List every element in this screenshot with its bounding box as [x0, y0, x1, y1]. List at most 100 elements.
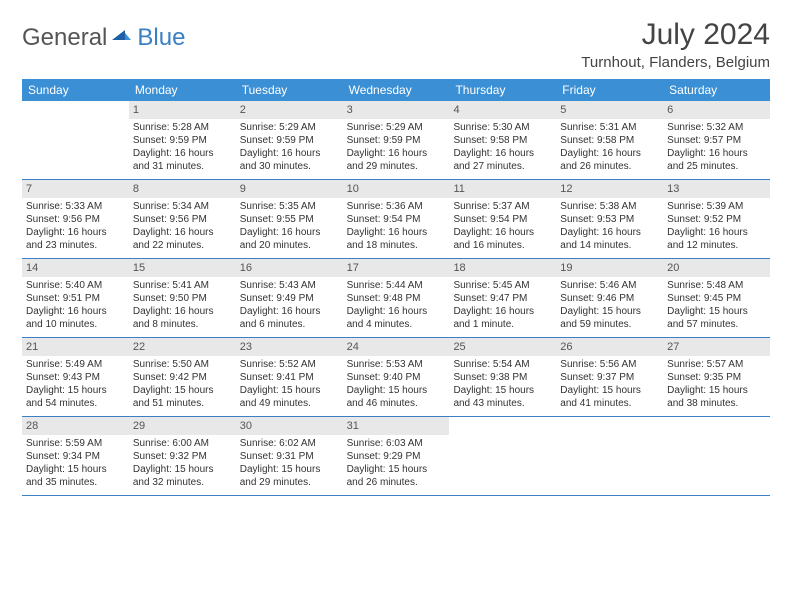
day-cell: 22Sunrise: 5:50 AMSunset: 9:42 PMDayligh…: [129, 338, 236, 416]
daylight-text: Daylight: 16 hours and 25 minutes.: [667, 147, 766, 173]
day-cell: 14Sunrise: 5:40 AMSunset: 9:51 PMDayligh…: [22, 259, 129, 337]
day-content: Sunrise: 5:30 AMSunset: 9:58 PMDaylight:…: [449, 119, 556, 177]
day-number: 8: [129, 180, 236, 198]
daylight-text: Daylight: 16 hours and 1 minute.: [453, 305, 552, 331]
day-cell: [449, 417, 556, 495]
day-number: 10: [343, 180, 450, 198]
day-number: 7: [22, 180, 129, 198]
day-content: Sunrise: 5:34 AMSunset: 9:56 PMDaylight:…: [129, 198, 236, 256]
day-number: 23: [236, 338, 343, 356]
page-subtitle: Turnhout, Flanders, Belgium: [581, 54, 770, 71]
sunrise-text: Sunrise: 5:59 AM: [26, 437, 125, 450]
day-cell: 19Sunrise: 5:46 AMSunset: 9:46 PMDayligh…: [556, 259, 663, 337]
day-number: 6: [663, 101, 770, 119]
sunset-text: Sunset: 9:49 PM: [240, 292, 339, 305]
daylight-text: Daylight: 15 hours and 43 minutes.: [453, 384, 552, 410]
logo-text-blue: Blue: [137, 24, 185, 52]
sunset-text: Sunset: 9:54 PM: [347, 213, 446, 226]
sunrise-text: Sunrise: 5:46 AM: [560, 279, 659, 292]
weekday-header: Friday: [556, 79, 663, 101]
sunset-text: Sunset: 9:41 PM: [240, 371, 339, 384]
sunset-text: Sunset: 9:57 PM: [667, 134, 766, 147]
logo-text-general: General: [22, 24, 107, 52]
day-content: Sunrise: 5:59 AMSunset: 9:34 PMDaylight:…: [22, 435, 129, 493]
day-cell: 27Sunrise: 5:57 AMSunset: 9:35 PMDayligh…: [663, 338, 770, 416]
day-cell: 13Sunrise: 5:39 AMSunset: 9:52 PMDayligh…: [663, 180, 770, 258]
day-number: 28: [22, 417, 129, 435]
day-cell: 6Sunrise: 5:32 AMSunset: 9:57 PMDaylight…: [663, 101, 770, 179]
sunrise-text: Sunrise: 6:00 AM: [133, 437, 232, 450]
sunset-text: Sunset: 9:53 PM: [560, 213, 659, 226]
day-content: Sunrise: 5:36 AMSunset: 9:54 PMDaylight:…: [343, 198, 450, 256]
weekday-header-row: SundayMondayTuesdayWednesdayThursdayFrid…: [22, 79, 770, 101]
sunrise-text: Sunrise: 5:52 AM: [240, 358, 339, 371]
day-cell: 15Sunrise: 5:41 AMSunset: 9:50 PMDayligh…: [129, 259, 236, 337]
daylight-text: Daylight: 16 hours and 29 minutes.: [347, 147, 446, 173]
sunset-text: Sunset: 9:40 PM: [347, 371, 446, 384]
week-row: 14Sunrise: 5:40 AMSunset: 9:51 PMDayligh…: [22, 259, 770, 338]
day-content: Sunrise: 5:39 AMSunset: 9:52 PMDaylight:…: [663, 198, 770, 256]
sunrise-text: Sunrise: 5:56 AM: [560, 358, 659, 371]
day-cell: 26Sunrise: 5:56 AMSunset: 9:37 PMDayligh…: [556, 338, 663, 416]
sunrise-text: Sunrise: 6:02 AM: [240, 437, 339, 450]
day-cell: 21Sunrise: 5:49 AMSunset: 9:43 PMDayligh…: [22, 338, 129, 416]
day-content: Sunrise: 5:29 AMSunset: 9:59 PMDaylight:…: [236, 119, 343, 177]
sunset-text: Sunset: 9:54 PM: [453, 213, 552, 226]
day-content: Sunrise: 6:00 AMSunset: 9:32 PMDaylight:…: [129, 435, 236, 493]
daylight-text: Daylight: 16 hours and 10 minutes.: [26, 305, 125, 331]
day-number: 18: [449, 259, 556, 277]
daylight-text: Daylight: 16 hours and 23 minutes.: [26, 226, 125, 252]
sunset-text: Sunset: 9:56 PM: [26, 213, 125, 226]
daylight-text: Daylight: 16 hours and 27 minutes.: [453, 147, 552, 173]
sunset-text: Sunset: 9:51 PM: [26, 292, 125, 305]
day-number: 2: [236, 101, 343, 119]
day-cell: [663, 417, 770, 495]
sunrise-text: Sunrise: 5:50 AM: [133, 358, 232, 371]
day-cell: 30Sunrise: 6:02 AMSunset: 9:31 PMDayligh…: [236, 417, 343, 495]
sunrise-text: Sunrise: 5:54 AM: [453, 358, 552, 371]
header: General Blue July 2024 Turnhout, Flander…: [22, 18, 770, 71]
daylight-text: Daylight: 15 hours and 54 minutes.: [26, 384, 125, 410]
day-content: Sunrise: 5:33 AMSunset: 9:56 PMDaylight:…: [22, 198, 129, 256]
day-number: 13: [663, 180, 770, 198]
sunset-text: Sunset: 9:45 PM: [667, 292, 766, 305]
weekday-header: Monday: [129, 79, 236, 101]
day-content: Sunrise: 5:52 AMSunset: 9:41 PMDaylight:…: [236, 356, 343, 414]
daylight-text: Daylight: 15 hours and 59 minutes.: [560, 305, 659, 331]
day-number: 17: [343, 259, 450, 277]
daylight-text: Daylight: 15 hours and 35 minutes.: [26, 463, 125, 489]
sunrise-text: Sunrise: 5:29 AM: [240, 121, 339, 134]
week-row: 7Sunrise: 5:33 AMSunset: 9:56 PMDaylight…: [22, 180, 770, 259]
sunrise-text: Sunrise: 6:03 AM: [347, 437, 446, 450]
sunset-text: Sunset: 9:34 PM: [26, 450, 125, 463]
day-content: Sunrise: 5:40 AMSunset: 9:51 PMDaylight:…: [22, 277, 129, 335]
day-content: Sunrise: 5:43 AMSunset: 9:49 PMDaylight:…: [236, 277, 343, 335]
day-cell: 16Sunrise: 5:43 AMSunset: 9:49 PMDayligh…: [236, 259, 343, 337]
daylight-text: Daylight: 16 hours and 14 minutes.: [560, 226, 659, 252]
day-content: Sunrise: 5:50 AMSunset: 9:42 PMDaylight:…: [129, 356, 236, 414]
day-cell: 18Sunrise: 5:45 AMSunset: 9:47 PMDayligh…: [449, 259, 556, 337]
logo: General Blue: [22, 24, 185, 52]
sunset-text: Sunset: 9:42 PM: [133, 371, 232, 384]
day-cell: 7Sunrise: 5:33 AMSunset: 9:56 PMDaylight…: [22, 180, 129, 258]
daylight-text: Daylight: 16 hours and 26 minutes.: [560, 147, 659, 173]
day-cell: 1Sunrise: 5:28 AMSunset: 9:59 PMDaylight…: [129, 101, 236, 179]
day-content: Sunrise: 5:53 AMSunset: 9:40 PMDaylight:…: [343, 356, 450, 414]
daylight-text: Daylight: 15 hours and 49 minutes.: [240, 384, 339, 410]
day-cell: 28Sunrise: 5:59 AMSunset: 9:34 PMDayligh…: [22, 417, 129, 495]
sunset-text: Sunset: 9:32 PM: [133, 450, 232, 463]
day-number: 26: [556, 338, 663, 356]
weekday-header: Wednesday: [343, 79, 450, 101]
day-cell: 3Sunrise: 5:29 AMSunset: 9:59 PMDaylight…: [343, 101, 450, 179]
sunset-text: Sunset: 9:43 PM: [26, 371, 125, 384]
day-cell: 31Sunrise: 6:03 AMSunset: 9:29 PMDayligh…: [343, 417, 450, 495]
day-content: Sunrise: 6:02 AMSunset: 9:31 PMDaylight:…: [236, 435, 343, 493]
sunset-text: Sunset: 9:58 PM: [560, 134, 659, 147]
day-number: 11: [449, 180, 556, 198]
sunset-text: Sunset: 9:29 PM: [347, 450, 446, 463]
daylight-text: Daylight: 15 hours and 41 minutes.: [560, 384, 659, 410]
sunrise-text: Sunrise: 5:33 AM: [26, 200, 125, 213]
sunrise-text: Sunrise: 5:37 AM: [453, 200, 552, 213]
sunset-text: Sunset: 9:35 PM: [667, 371, 766, 384]
sunrise-text: Sunrise: 5:28 AM: [133, 121, 232, 134]
